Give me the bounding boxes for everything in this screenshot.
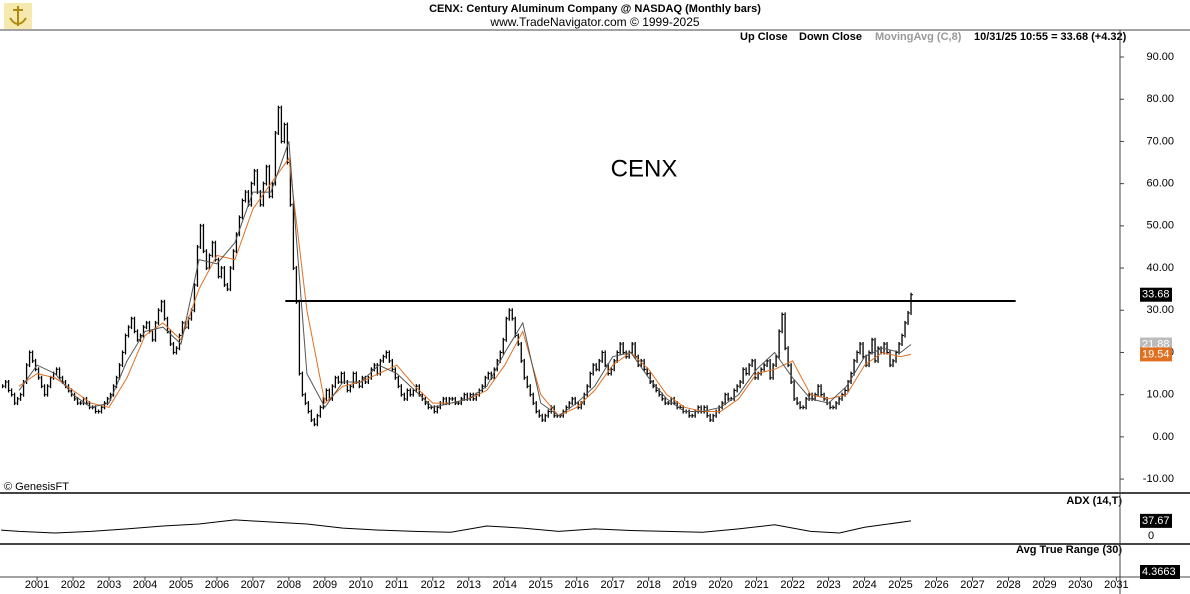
ma-last-label-box bbox=[1140, 347, 1172, 362]
adx-last-box bbox=[1140, 513, 1172, 528]
panel-label: Avg True Range (30) bbox=[1016, 544, 1122, 556]
x-tick-label: 2029 bbox=[1032, 579, 1056, 591]
x-tick-label: 2025 bbox=[888, 579, 912, 591]
x-tick-label: 2006 bbox=[205, 579, 229, 591]
x-tick-label: 2022 bbox=[780, 579, 804, 591]
y-tick-label: 50.00 bbox=[1146, 220, 1174, 232]
y-tick-label: 0 bbox=[1148, 530, 1154, 542]
y-tick-label: 80.00 bbox=[1146, 93, 1174, 105]
last-close-label-box bbox=[1140, 287, 1172, 302]
chart-title: CENX: Century Aluminum Company @ NASDAQ … bbox=[429, 3, 761, 15]
atr-last-label: 4.3663 bbox=[1142, 566, 1176, 578]
adx-last-label: 37.67 bbox=[1142, 515, 1170, 527]
x-tick-label: 2005 bbox=[169, 579, 193, 591]
x-tick-label: 2013 bbox=[457, 579, 481, 591]
y-tick-label: 30.00 bbox=[1146, 304, 1174, 316]
x-tick-label: 2030 bbox=[1068, 579, 1092, 591]
x-tick-label: 2017 bbox=[600, 579, 624, 591]
x-tick-label: 2020 bbox=[708, 579, 732, 591]
adx-line bbox=[1, 519, 912, 534]
x-tick-label: 2012 bbox=[421, 579, 445, 591]
x-tick-label: 2031 bbox=[1104, 579, 1128, 591]
x-tick-label: 2007 bbox=[241, 579, 265, 591]
y-tick-label: 90.00 bbox=[1146, 51, 1174, 63]
x-tick-label: 2018 bbox=[636, 579, 660, 591]
atr-last-box bbox=[1140, 565, 1180, 579]
y-tick-label: 70.00 bbox=[1146, 135, 1174, 147]
legend-item: Down Close bbox=[799, 31, 862, 43]
x-tick-label: 2019 bbox=[672, 579, 696, 591]
watermark: CENX bbox=[611, 155, 678, 182]
legend-item: MovingAvg (C,8) bbox=[875, 31, 962, 43]
x-tick-label: 2023 bbox=[816, 579, 840, 591]
x-tick-label: 2014 bbox=[493, 579, 517, 591]
chart-subtitle: www.TradeNavigator.com © 1999-2025 bbox=[489, 15, 699, 29]
logo bbox=[4, 3, 32, 29]
x-tick-label: 2003 bbox=[97, 579, 121, 591]
last-close-label: 33.68 bbox=[1142, 289, 1170, 301]
moving-average-line bbox=[18, 141, 912, 417]
x-tick-label: 2008 bbox=[277, 579, 301, 591]
ma-last-label: 19.54 bbox=[1142, 348, 1170, 360]
y-tick-label: 0.00 bbox=[1153, 431, 1174, 443]
x-tick-label: 2027 bbox=[960, 579, 984, 591]
y-tick-label: 60.00 bbox=[1146, 178, 1174, 190]
x-tick-label: 2004 bbox=[133, 579, 157, 591]
x-tick-label: 2026 bbox=[924, 579, 948, 591]
legend-item: Up Close bbox=[740, 31, 788, 43]
x-tick-label: 2009 bbox=[313, 579, 337, 591]
x-tick-label: 2010 bbox=[349, 579, 373, 591]
panel-label: ADX (14,T) bbox=[1066, 495, 1122, 507]
x-tick-label: 2016 bbox=[564, 579, 588, 591]
x-tick-label: 2015 bbox=[529, 579, 553, 591]
x-tick-label: 2024 bbox=[852, 579, 876, 591]
credit: © GenesisFT bbox=[4, 481, 69, 493]
y-tick-label: -10.00 bbox=[1143, 473, 1174, 485]
x-tick-label: 2028 bbox=[996, 579, 1020, 591]
x-tick-label: 2021 bbox=[744, 579, 768, 591]
x-tick-label: 2011 bbox=[385, 579, 409, 591]
legend-item: 10/31/25 10:55 = 33.68 (+4.32) bbox=[974, 31, 1127, 43]
x-tick-label: 2001 bbox=[25, 579, 49, 591]
x-tick-label: 2002 bbox=[61, 579, 85, 591]
y-tick-label: 10.00 bbox=[1146, 389, 1174, 401]
y-tick-label: 40.00 bbox=[1146, 262, 1174, 274]
